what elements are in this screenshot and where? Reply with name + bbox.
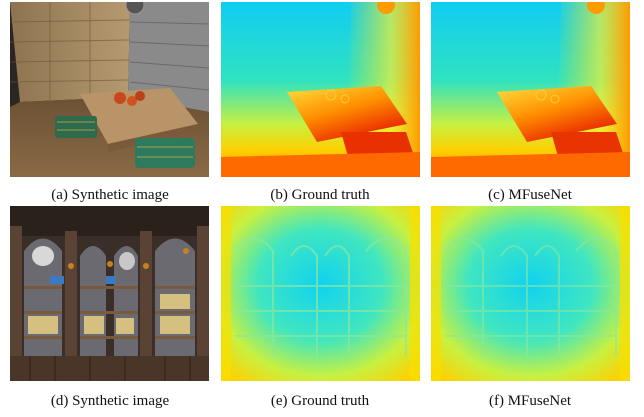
caption-c: (c) MFuseNet xyxy=(488,187,572,203)
depth-map-mfusenet xyxy=(431,2,630,177)
depth-map-ground-truth xyxy=(221,2,420,177)
synthetic-shelves-image xyxy=(10,206,209,381)
synthetic-room-image xyxy=(10,2,209,177)
caption-d: (d) Synthetic image xyxy=(50,393,170,409)
panel-d-synthetic-image xyxy=(10,206,209,381)
panel-b-ground-truth xyxy=(221,2,420,177)
panel-e-ground-truth xyxy=(221,206,420,381)
caption-b: (b) Ground truth xyxy=(270,187,370,203)
caption-f: (f) MFuseNet xyxy=(488,393,572,409)
depth-map-ground-truth-shelves xyxy=(221,206,420,381)
depth-map-mfusenet-shelves xyxy=(431,206,630,381)
panel-f-mfusenet xyxy=(431,206,630,381)
caption-e: (e) Ground truth xyxy=(270,393,370,409)
panel-c-mfusenet xyxy=(431,2,630,177)
panel-a-synthetic-image xyxy=(10,2,209,177)
caption-a: (a) Synthetic image xyxy=(51,187,169,203)
